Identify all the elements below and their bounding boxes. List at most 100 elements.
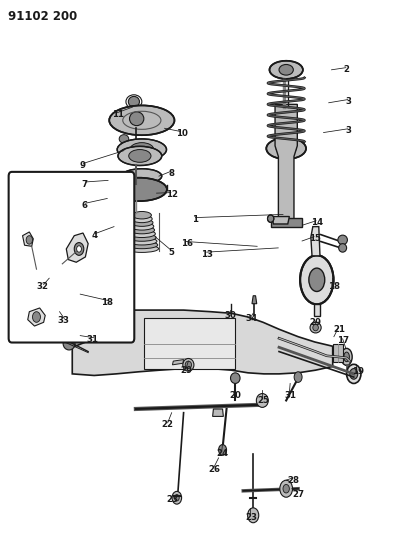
Ellipse shape [74,243,84,255]
Ellipse shape [183,359,194,371]
Text: 2: 2 [344,66,350,74]
Text: 15: 15 [309,235,321,244]
Polygon shape [314,304,320,316]
Ellipse shape [122,168,162,183]
Text: 12: 12 [166,190,178,199]
Ellipse shape [347,365,361,383]
Ellipse shape [131,219,153,227]
Text: 21: 21 [334,325,346,334]
Text: 26: 26 [209,465,221,474]
Text: 19: 19 [352,367,364,376]
Text: 7: 7 [81,180,87,189]
Text: 10: 10 [176,129,188,138]
Polygon shape [333,344,343,362]
Polygon shape [275,104,297,223]
Polygon shape [28,308,45,326]
Text: 27: 27 [292,489,304,498]
Ellipse shape [294,372,302,382]
Ellipse shape [77,246,81,252]
Text: 30: 30 [225,311,237,320]
Ellipse shape [129,227,154,234]
Ellipse shape [126,241,158,249]
Text: 3: 3 [346,126,352,135]
Text: 31: 31 [87,335,99,344]
Ellipse shape [128,230,155,238]
Polygon shape [271,217,302,227]
Text: 24: 24 [217,449,229,458]
Text: 31: 31 [284,391,296,400]
Ellipse shape [109,106,174,135]
Ellipse shape [341,349,352,366]
Ellipse shape [130,112,144,126]
Ellipse shape [219,445,227,455]
Ellipse shape [248,508,259,523]
Ellipse shape [128,96,140,107]
Text: 29: 29 [181,366,193,375]
Ellipse shape [174,495,179,501]
Ellipse shape [279,64,293,75]
Ellipse shape [266,138,306,159]
FancyBboxPatch shape [9,172,134,343]
Polygon shape [72,305,333,375]
Text: 18: 18 [101,298,113,307]
Text: 28: 28 [287,476,299,484]
Text: 22: 22 [161,421,173,430]
Ellipse shape [280,480,292,497]
Ellipse shape [185,361,192,368]
Bar [144,318,235,368]
Ellipse shape [344,352,350,362]
Text: 23: 23 [245,513,257,522]
Ellipse shape [172,491,182,504]
Polygon shape [272,216,289,224]
Ellipse shape [132,212,151,219]
Polygon shape [252,296,257,304]
Ellipse shape [117,139,166,160]
Ellipse shape [269,61,303,79]
Ellipse shape [257,393,268,407]
Text: 5: 5 [169,248,175,257]
Ellipse shape [267,215,274,222]
Ellipse shape [119,135,129,143]
Ellipse shape [313,325,318,331]
Text: 4: 4 [91,231,97,240]
Text: 11: 11 [112,110,124,119]
Polygon shape [311,227,320,256]
Ellipse shape [128,234,156,241]
Text: 17: 17 [338,336,350,345]
Ellipse shape [338,235,348,245]
Ellipse shape [283,484,289,493]
Text: 14: 14 [311,219,323,228]
Ellipse shape [130,223,154,230]
Ellipse shape [26,236,32,244]
Ellipse shape [309,268,325,292]
Text: 13: 13 [201,250,213,259]
Text: 20: 20 [229,391,241,400]
Ellipse shape [310,322,321,333]
Text: 9: 9 [79,161,85,170]
Text: 33: 33 [57,316,69,325]
Text: 18: 18 [328,282,340,291]
Ellipse shape [111,177,167,201]
Ellipse shape [132,215,152,223]
Polygon shape [66,233,88,262]
Text: 6: 6 [81,201,87,210]
Ellipse shape [300,255,334,304]
Ellipse shape [276,142,296,155]
Polygon shape [23,232,33,246]
Polygon shape [213,409,223,416]
Text: 32: 32 [36,282,48,291]
Ellipse shape [127,238,157,245]
Ellipse shape [125,245,158,253]
Ellipse shape [63,337,75,350]
Text: 25: 25 [257,396,269,405]
Ellipse shape [350,368,358,379]
Text: 3: 3 [346,97,352,106]
Text: 16: 16 [181,239,193,248]
Ellipse shape [129,150,151,163]
Text: 23: 23 [166,495,178,504]
Ellipse shape [130,143,154,157]
Text: 8: 8 [169,169,175,178]
Ellipse shape [118,147,162,165]
Text: 91102 200: 91102 200 [8,10,77,23]
Ellipse shape [32,312,40,322]
